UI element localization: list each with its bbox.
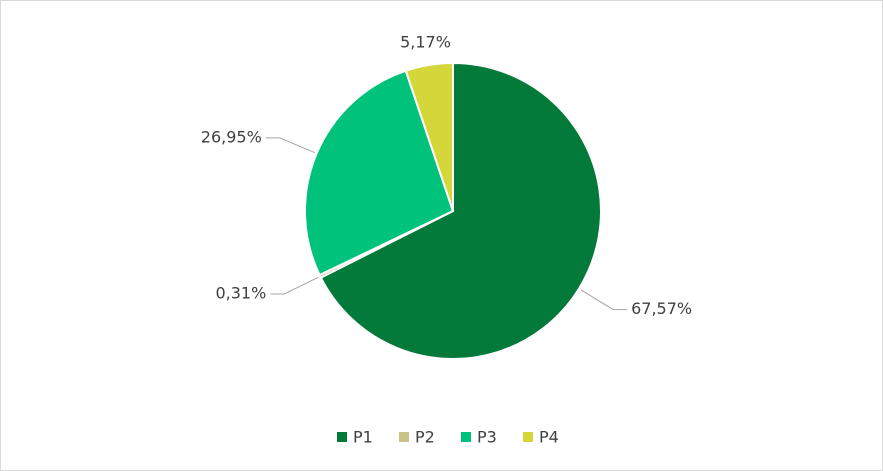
leader-line <box>580 289 628 311</box>
data-label: 5,17% <box>400 33 451 52</box>
legend-label: P1 <box>353 428 373 447</box>
legend-swatch <box>461 432 471 442</box>
legend-swatch <box>399 432 409 442</box>
data-label: 0,31% <box>215 283 266 302</box>
legend-label: P2 <box>415 428 435 447</box>
legend-label: P3 <box>477 428 497 447</box>
leader-line <box>270 276 319 295</box>
legend-swatch <box>337 432 347 442</box>
leader-line <box>265 137 315 154</box>
legend-label: P4 <box>539 428 559 447</box>
legend-swatch <box>523 432 533 442</box>
pie-slice <box>304 69 455 277</box>
data-label: 26,95% <box>201 127 262 146</box>
data-label: 67,57% <box>631 299 692 318</box>
pie-slice <box>319 61 602 360</box>
pie-slice <box>404 61 454 212</box>
